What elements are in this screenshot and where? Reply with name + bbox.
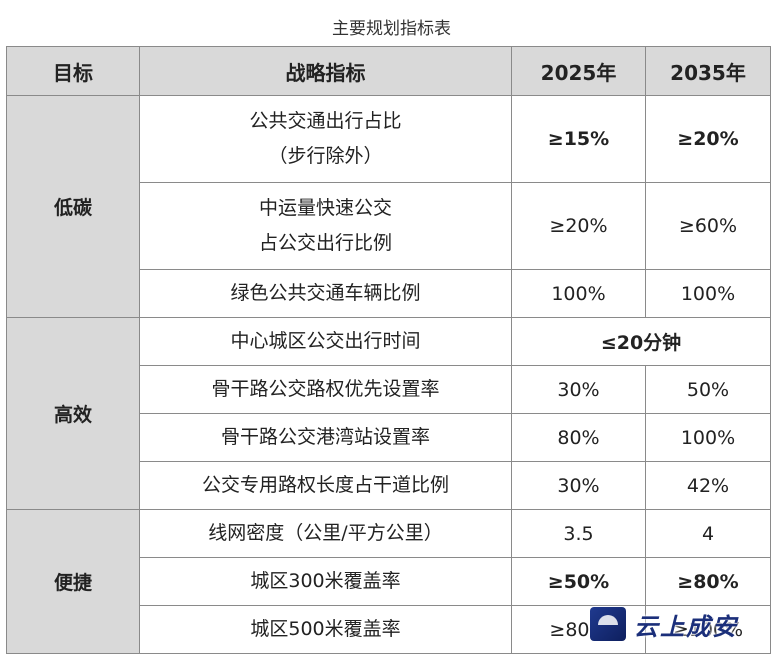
metric-cell: 公共交通出行占比 （步行除外） (139, 95, 512, 183)
table-row: 公交专用路权长度占干道比例 30% 42% (7, 461, 771, 510)
header-metric: 战略指标 (139, 46, 512, 96)
value-2035: 100% (645, 413, 771, 462)
table-row: 城区500米覆盖率 ≥80% ≥100% (7, 605, 771, 654)
metric-cell: 中运量快速公交 占公交出行比例 (139, 182, 512, 270)
header-2025: 2025年 (511, 46, 646, 96)
metric-cell: 中心城区公交出行时间 (139, 317, 512, 366)
table-row: 便捷 线网密度（公里/平方公里） 3.5 4 (6, 509, 771, 654)
metric-cell: 骨干路公交港湾站设置率 (139, 413, 512, 462)
metric-cell: 绿色公共交通车辆比例 (139, 269, 512, 318)
table-row: 中运量快速公交 占公交出行比例 ≥20% ≥60% (7, 182, 771, 270)
table-row: 骨干路公交港湾站设置率 80% 100% (7, 413, 771, 462)
value-2025: ≥20% (511, 182, 646, 270)
metric-cell: 线网密度（公里/平方公里） (139, 509, 512, 558)
value-2035: 50% (645, 365, 771, 414)
value-2025: 80% (511, 413, 646, 462)
table-row: 高效 中心城区公交出行时间 ≤20分钟 (6, 317, 771, 510)
value-2035: 4 (645, 509, 771, 558)
value-2035: 42% (645, 461, 771, 510)
metric-cell: 骨干路公交路权优先设置率 (139, 365, 512, 414)
value-2035: 100% (645, 269, 771, 318)
value-2025: 30% (511, 365, 646, 414)
planning-indicator-table: 目标 战略指标 2025年 2035年 低碳 公共交通出行占比 （步行除外） ≥… (6, 46, 771, 654)
value-2025: ≥50% (511, 557, 646, 606)
metric-line: （步行除外） (268, 145, 383, 167)
header-2035: 2035年 (645, 46, 771, 96)
metric-line: 中运量快速公交 (258, 196, 392, 219)
metric-cell: 公交专用路权长度占干道比例 (139, 461, 512, 510)
value-2025: 3.5 (511, 509, 646, 558)
watermark-text: 云上成安 (634, 612, 738, 641)
table-row: 绿色公共交通车辆比例 100% 100% (7, 269, 771, 318)
goal-low-carbon: 低碳 (6, 95, 140, 318)
metric-line: 占公交出行比例 (258, 232, 392, 254)
value-2035: ≥100% (645, 605, 771, 654)
goal-efficient: 高效 (6, 317, 140, 510)
table-row: 骨干路公交路权优先设置率 30% 50% (7, 365, 771, 414)
table-row: 低碳 公共交通出行占比 （步行除外） ≥15% ≥20% (6, 95, 771, 318)
value-merged: ≤20分钟 (511, 317, 771, 366)
table-caption: 主要规划指标表 (332, 19, 451, 39)
value-2035: ≥60% (645, 182, 771, 270)
cloud-logo-icon (590, 607, 626, 641)
value-2025: 30% (511, 461, 646, 510)
value-2025: ≥15% (511, 95, 646, 183)
table-row: 城区300米覆盖率 ≥50% ≥80% (7, 557, 771, 606)
metric-cell: 城区500米覆盖率 (139, 605, 512, 654)
metric-cell: 城区300米覆盖率 (139, 557, 512, 606)
value-2025: 100% (511, 269, 646, 318)
header-goal: 目标 (6, 46, 140, 96)
metric-line: 公共交通出行占比 (249, 109, 402, 132)
value-2035: ≥20% (645, 95, 771, 183)
goal-convenient: 便捷 (6, 509, 140, 654)
value-2035: ≥80% (645, 557, 771, 606)
watermark: 云上成安 (590, 600, 775, 648)
header-row: 目标 战略指标 2025年 2035年 (6, 46, 771, 96)
